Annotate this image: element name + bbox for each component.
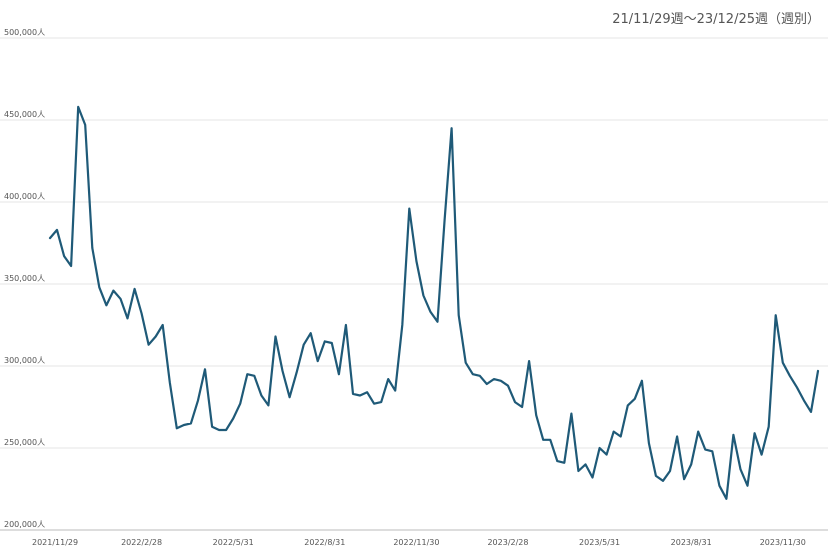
y-tick-label: 200,000人 <box>4 520 45 529</box>
y-tick-label: 300,000人 <box>4 356 45 365</box>
x-axis-ticks: 2021/11/29 2022/2/28 2022/5/31 2022/8/31 202… <box>32 538 806 547</box>
date-range-label: 21/11/29週〜23/12/25週（週別） <box>612 12 820 27</box>
x-tick-label: 2022/2/28 <box>121 538 162 547</box>
x-tick-label: 2021/11/29 <box>32 538 78 547</box>
y-tick-label: 450,000人 <box>4 110 45 119</box>
x-tick-label: 2022/8/31 <box>304 538 345 547</box>
y-tick-label: 400,000人 <box>4 192 45 201</box>
y-tick-label: 250,000人 <box>4 438 45 447</box>
x-tick-label: 2022/11/30 <box>393 538 439 547</box>
series-line <box>48 105 820 500</box>
chart-grid <box>0 37 828 531</box>
x-tick-label: 2023/5/31 <box>579 538 620 547</box>
x-tick-label: 2023/8/31 <box>671 538 712 547</box>
y-tick-label: 350,000人 <box>4 274 45 283</box>
x-tick-label: 2023/11/30 <box>760 538 806 547</box>
x-tick-label: 2022/5/31 <box>213 538 254 547</box>
x-tick-label: 2023/2/28 <box>487 538 528 547</box>
y-axis-ticks: 200,000人 250,000人 300,000人 350,000人 400,000人… <box>4 28 45 529</box>
y-tick-label: 500,000人 <box>4 28 45 37</box>
